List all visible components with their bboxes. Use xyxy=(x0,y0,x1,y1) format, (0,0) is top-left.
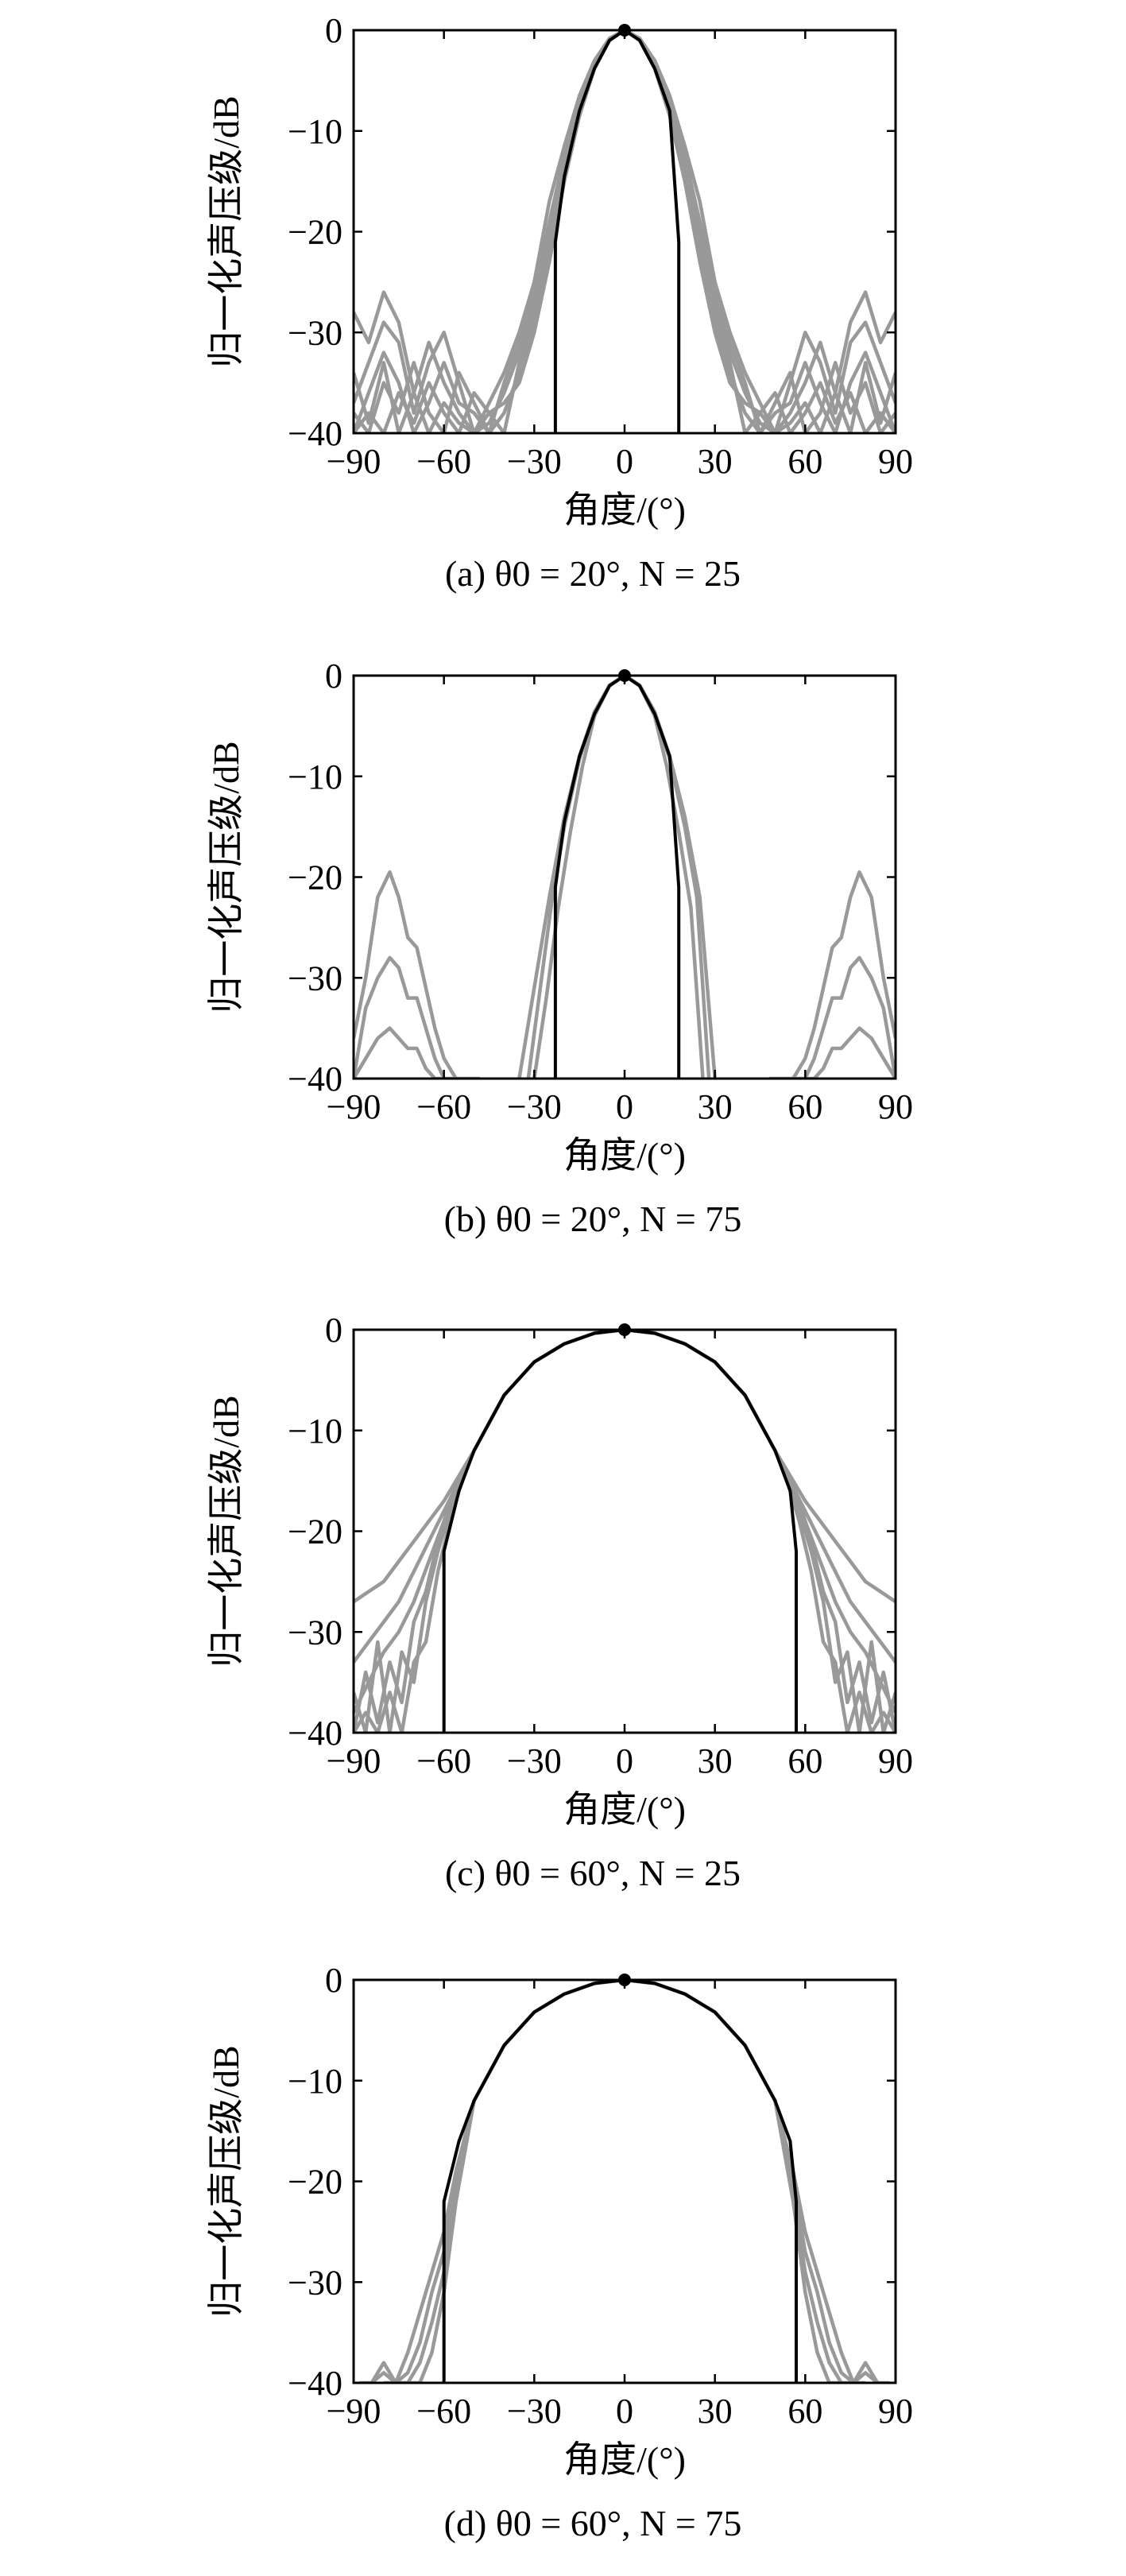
trial-series-line xyxy=(808,1026,896,1079)
panel-d: −90 −60 −30 0 30 60 90 0 −10 −20 −30 −40 角度/(°) 归一化声压… xyxy=(206,1961,913,2543)
y-tick-label: −40 xyxy=(288,414,342,453)
x-tick-label: −90 xyxy=(327,442,381,481)
trial-series-line xyxy=(396,1980,853,2383)
y-tick-label: −10 xyxy=(288,1412,342,1451)
trial-series-line xyxy=(354,30,896,433)
y-axis-label: 归一化声压级/dB xyxy=(206,95,246,367)
x-tick-label: 0 xyxy=(616,1741,633,1780)
y-tick-label: −30 xyxy=(288,313,342,352)
y-tick-label: −30 xyxy=(288,2263,342,2302)
x-tick-label: −30 xyxy=(507,442,562,481)
trial-series-line xyxy=(354,30,896,433)
x-tick-label: −60 xyxy=(416,1741,471,1780)
y-tick-label: −40 xyxy=(288,1059,342,1098)
y-tick-label: 0 xyxy=(325,1961,342,2000)
trial-series-line xyxy=(354,1330,896,1733)
plot-frame xyxy=(352,1978,897,2384)
trial-series-line xyxy=(768,870,896,1079)
reference-series-line xyxy=(442,1980,798,2383)
y-tick-label: 0 xyxy=(325,1311,342,1350)
x-tick-label: −60 xyxy=(416,2392,471,2431)
x-tick-label: 0 xyxy=(616,442,633,481)
x-tick-label: −60 xyxy=(416,1087,471,1126)
x-tick-label: −30 xyxy=(507,1741,562,1780)
y-tick-label: −20 xyxy=(288,213,342,252)
y-axis-label: 归一化声压级/dB xyxy=(206,741,246,1013)
trial-series-line xyxy=(354,1330,896,1714)
panel-caption: (d) θ0 = 60°, N = 75 xyxy=(444,2503,742,2543)
trial-series-line xyxy=(354,1026,441,1079)
y-tick-label: −10 xyxy=(288,2062,342,2101)
x-tick-label: −30 xyxy=(507,1087,562,1126)
x-tick-label: 30 xyxy=(698,2392,733,2431)
x-tick-label: −90 xyxy=(327,1741,381,1780)
panel-a: −90 −60 −30 0 30 60 90 0 −10 −20 −30 −40 角度/(°) 归一化声压… xyxy=(206,11,913,594)
panel-c: −90 −60 −30 0 30 60 90 0 −10 −20 −30 −40 角度/(°) 归一化声压… xyxy=(206,1311,913,1893)
reference-series-line xyxy=(442,1330,798,1733)
trial-series-line xyxy=(370,1980,880,2383)
panel-b: −90 −60 −30 0 30 60 90 0 −10 −20 −30 −40 角度/(°) 归一化声压… xyxy=(206,657,913,1239)
x-tick-label: 90 xyxy=(878,1087,913,1126)
y-tick-label: −30 xyxy=(288,959,342,997)
panel-caption: (c) θ0 = 60°, N = 25 xyxy=(445,1853,741,1893)
x-axis-label: 角度/(°) xyxy=(563,1135,686,1176)
trial-series-line xyxy=(354,30,896,433)
x-axis-label: 角度/(°) xyxy=(563,490,686,530)
x-tick-label: 0 xyxy=(616,1087,633,1126)
trial-series-line xyxy=(354,30,896,433)
plot-frame xyxy=(352,29,897,435)
y-tick-label: −40 xyxy=(288,2364,342,2403)
panel-caption: (b) θ0 = 20°, N = 75 xyxy=(444,1199,742,1239)
x-tick-label: −90 xyxy=(327,1087,381,1126)
trial-series-line xyxy=(354,1330,896,1733)
x-tick-label: 30 xyxy=(698,1087,733,1126)
y-axis-label: 归一化声压级/dB xyxy=(206,1395,246,1667)
y-tick-label: 0 xyxy=(325,11,342,50)
x-tick-label: 90 xyxy=(878,2392,913,2431)
trial-series-line xyxy=(354,870,481,1079)
trial-series-line xyxy=(354,1330,896,1604)
y-tick-label: −10 xyxy=(288,757,342,796)
plot-frame xyxy=(352,674,897,1080)
x-tick-label: 30 xyxy=(698,1741,733,1780)
x-tick-label: 60 xyxy=(787,2392,822,2431)
x-tick-label: 0 xyxy=(616,2392,633,2431)
y-tick-label: −10 xyxy=(288,112,342,151)
x-tick-label: 90 xyxy=(878,1741,913,1780)
trial-series-line xyxy=(796,955,896,1079)
x-tick-label: −60 xyxy=(416,442,471,481)
trial-series-line xyxy=(354,955,453,1079)
x-tick-label: −30 xyxy=(507,2392,562,2431)
trial-series-line xyxy=(383,1980,866,2383)
x-tick-label: −90 xyxy=(327,2392,381,2431)
y-tick-label: −20 xyxy=(288,858,342,897)
trial-series-line xyxy=(359,1980,890,2383)
trial-series-line xyxy=(354,1330,896,1664)
y-tick-label: 0 xyxy=(325,657,342,695)
x-tick-label: 90 xyxy=(878,442,913,481)
x-axis-label: 角度/(°) xyxy=(563,1789,686,1830)
y-tick-label: −20 xyxy=(288,2163,342,2202)
y-tick-label: −30 xyxy=(288,1613,342,1652)
reference-series-line xyxy=(553,30,681,433)
x-axis-label: 角度/(°) xyxy=(563,2439,686,2480)
reference-series-line xyxy=(553,676,681,1079)
y-tick-label: −40 xyxy=(288,1714,342,1753)
x-tick-label: 30 xyxy=(698,442,733,481)
trial-series-line xyxy=(354,1330,896,1733)
trial-series-line xyxy=(354,30,896,433)
x-tick-label: 60 xyxy=(787,1741,822,1780)
y-axis-label: 归一化声压级/dB xyxy=(206,2045,246,2317)
panel-caption: (a) θ0 = 20°, N = 25 xyxy=(445,553,741,594)
x-tick-label: 60 xyxy=(787,442,822,481)
y-tick-label: −20 xyxy=(288,1513,342,1551)
x-tick-label: 60 xyxy=(787,1087,822,1126)
trial-series-line xyxy=(354,30,896,433)
